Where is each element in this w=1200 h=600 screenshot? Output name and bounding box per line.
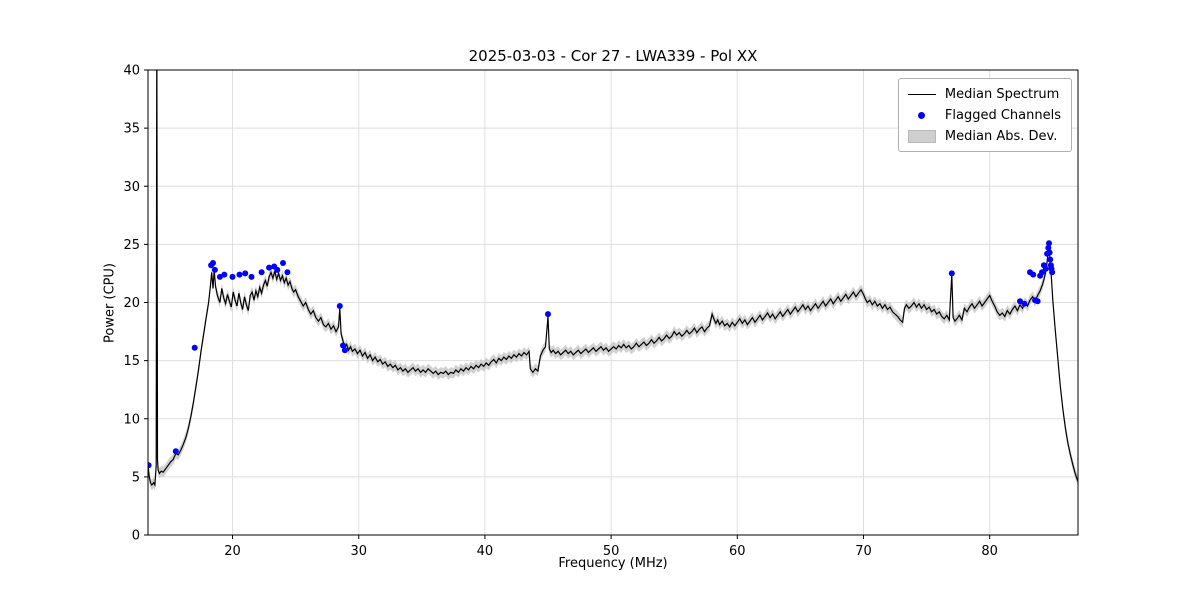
legend-label-flagged-channels: Flagged Channels xyxy=(944,107,1061,123)
x-tick-label: 60 xyxy=(729,544,746,559)
y-tick-label: 0 xyxy=(132,529,140,544)
legend-label-median-abs-dev: Median Abs. Dev. xyxy=(944,128,1058,144)
flagged-channel-dot xyxy=(148,462,152,469)
tick-labels: 20 30 40 50 60 70 80 0 5 10 15 20 25 30 35 40 xyxy=(123,64,997,560)
chart-title: 2025-03-03 - Cor 27 - LWA339 - Pol XX xyxy=(468,47,758,65)
flagged-channel-dot xyxy=(258,269,265,276)
y-tick-label: 10 xyxy=(123,412,140,427)
flagged-channel-dot xyxy=(336,303,343,309)
flagged-channel-dot xyxy=(266,264,273,271)
flagged-channel-dot xyxy=(1046,240,1052,247)
flagged-channel-dot xyxy=(948,270,955,277)
flagged-channel-dot xyxy=(242,270,249,277)
flagged-channel-dot xyxy=(340,342,346,349)
y-tick-label: 40 xyxy=(123,64,140,79)
legend-entry-median-spectrum: Median Spectrum xyxy=(907,85,1061,103)
flagged-channel-dot xyxy=(284,269,291,276)
y-tick-label: 5 xyxy=(132,470,140,485)
flagged-channel-dot xyxy=(1034,298,1041,305)
y-tick-label: 25 xyxy=(123,238,140,253)
x-tick-label: 40 xyxy=(477,544,494,559)
flagged-channels xyxy=(148,240,1056,469)
flagged-channel-dot xyxy=(1042,265,1049,272)
legend-label-median-spectrum: Median Spectrum xyxy=(944,86,1060,102)
flagged-channel-dot xyxy=(229,273,236,280)
flagged-channel-dot xyxy=(274,266,281,273)
flagged-channel-dot xyxy=(341,347,348,354)
flagged-channel-dot xyxy=(1021,300,1028,307)
flagged-channel-dot xyxy=(545,311,551,318)
flagged-channel-dot xyxy=(172,448,179,455)
flagged-channel-dot xyxy=(1039,269,1045,276)
x-tick-label: 70 xyxy=(855,544,872,559)
flagged-channel-dot xyxy=(1049,269,1056,276)
legend-entry-flagged-channels: Flagged Channels xyxy=(908,106,1061,124)
flagged-channel-dot xyxy=(1046,249,1053,256)
flagged-channel-dot xyxy=(1045,244,1052,251)
flagged-channel-dot xyxy=(1030,271,1037,278)
median-spectrum-line-sample-icon xyxy=(907,93,936,95)
flagged-channel-dot xyxy=(210,260,216,266)
y-tick-label: 35 xyxy=(123,122,140,137)
flagged-channel-dot xyxy=(236,271,243,278)
x-tick-label: 30 xyxy=(350,544,367,559)
flagged-channel-dot xyxy=(211,266,218,273)
y-tick-label: 30 xyxy=(123,180,140,195)
x-tick-label: 80 xyxy=(981,544,998,559)
flagged-channel-dot xyxy=(221,271,228,278)
mad-patch-sample-icon xyxy=(907,129,936,143)
tick-marks xyxy=(144,69,991,539)
x-tick-label: 20 xyxy=(224,544,241,559)
flagged-channel-dot xyxy=(191,344,198,351)
x-axis-label: Frequency (MHz) xyxy=(558,556,668,571)
y-tick-label: 15 xyxy=(123,354,140,369)
flagged-channel-dot xyxy=(280,260,286,266)
flagged-channel-dot xyxy=(1017,298,1023,305)
flagged-channel-dot xyxy=(248,273,255,280)
x-tick-label: 50 xyxy=(603,544,620,559)
flagged-channel-dot xyxy=(216,273,223,280)
legend: Median Spectrum Flagged Channels Median … xyxy=(897,78,1072,152)
y-tick-label: 20 xyxy=(123,296,140,311)
y-axis-label: Power (CPU) xyxy=(102,262,118,344)
median-spectrum-line xyxy=(148,70,1078,488)
flagged-channel-dot xyxy=(1047,256,1054,263)
legend-entry-median-abs-dev: Median Abs. Dev. xyxy=(907,127,1061,145)
flagged-channel-dot-sample-icon xyxy=(908,111,936,119)
